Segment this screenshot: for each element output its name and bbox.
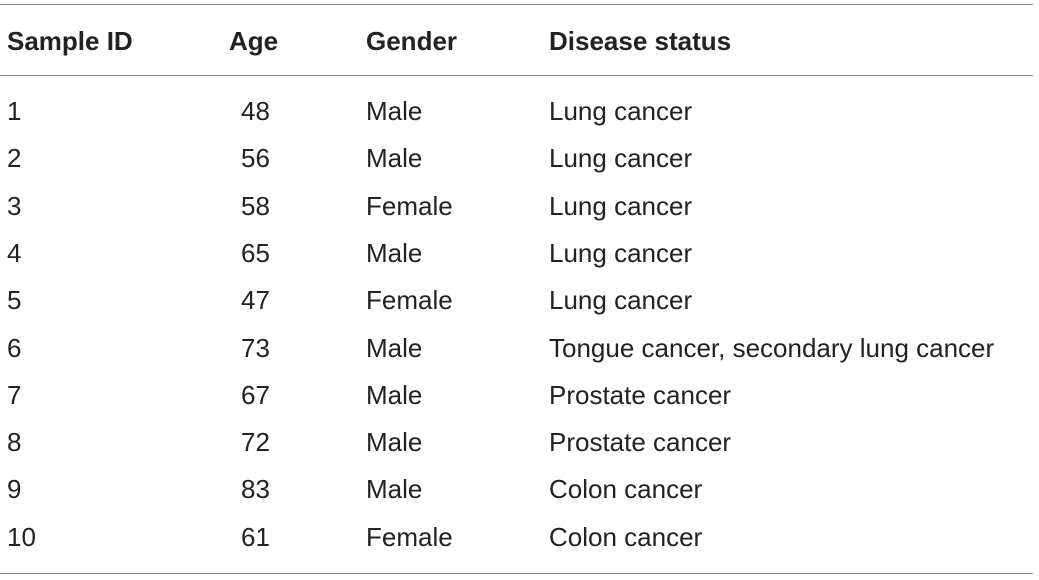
cell-sample-id: 4 [7, 237, 22, 268]
cell-age: 72 [241, 427, 270, 458]
cell-age: 61 [241, 521, 270, 552]
cell-disease-status: Lung cancer [549, 237, 693, 268]
cell-gender: Male [366, 237, 423, 268]
cell-age: 67 [241, 379, 270, 410]
cell-disease-status: Lung cancer [549, 190, 693, 221]
cell-disease-status: Colon cancer [549, 521, 703, 552]
cell-sample-id: 2 [7, 143, 22, 174]
cell-disease-status: Prostate cancer [549, 379, 732, 410]
cell-gender: Male [366, 143, 423, 174]
cell-gender: Female [366, 190, 453, 221]
table-row: 3 58 Female Lung cancer [0, 183, 1039, 230]
cell-gender: Female [366, 521, 453, 552]
cell-sample-id: 1 [7, 96, 22, 126]
table-row: 1 48 Male Lung cancer [0, 88, 1039, 135]
cell-age: 83 [241, 474, 270, 505]
cell-sample-id: 8 [7, 427, 22, 458]
cell-disease-status: Lung cancer [549, 143, 693, 174]
cell-sample-id: 10 [7, 521, 36, 552]
header-age: Age [229, 26, 279, 56]
table-row: 2 56 Male Lung cancer [0, 135, 1039, 182]
cell-sample-id: 9 [7, 474, 22, 505]
cell-disease-status: Colon cancer [549, 474, 703, 505]
cell-age: 47 [241, 285, 270, 316]
cell-age: 48 [241, 96, 270, 126]
table-row: 8 72 Male Prostate cancer [0, 419, 1039, 466]
header-gender: Gender [366, 26, 458, 56]
table-row: 4 65 Male Lung cancer [0, 230, 1039, 277]
header-sample-id: Sample ID [7, 26, 133, 56]
cell-gender: Male [366, 379, 423, 410]
table-header-row: Sample ID Age Gender Disease status [0, 6, 1039, 56]
table-row: 7 67 Male Prostate cancer [0, 372, 1039, 419]
table-row: 6 73 Male Tongue cancer, secondary lung can… [0, 325, 1039, 372]
cell-gender: Male [366, 427, 423, 458]
cell-age: 56 [241, 143, 270, 174]
cell-age: 65 [241, 237, 270, 268]
cell-gender: Female [366, 285, 453, 316]
table-row: 5 47 Female Lung cancer [0, 277, 1039, 324]
cell-gender: Male [366, 96, 423, 126]
table-header-rule [0, 75, 1033, 76]
cell-disease-status: Tongue cancer, secondary lung cancer [549, 332, 995, 363]
cell-sample-id: 7 [7, 379, 22, 410]
header-disease-status: Disease status [549, 26, 732, 56]
cell-gender: Male [366, 332, 423, 363]
cell-disease-status: Prostate cancer [549, 427, 732, 458]
table-row: 10 61 Female Colon cancer [0, 514, 1039, 561]
cell-age: 73 [241, 332, 270, 363]
table-bottom-rule [0, 573, 1033, 574]
cell-disease-status: Lung cancer [549, 96, 693, 126]
table-row: 9 83 Male Colon cancer [0, 466, 1039, 513]
cell-disease-status: Lung cancer [549, 285, 693, 316]
cell-sample-id: 5 [7, 285, 22, 316]
cell-gender: Male [366, 474, 423, 505]
cell-age: 58 [241, 190, 270, 221]
cell-sample-id: 6 [7, 332, 22, 363]
table-top-rule [0, 4, 1033, 5]
cell-sample-id: 3 [7, 190, 22, 221]
